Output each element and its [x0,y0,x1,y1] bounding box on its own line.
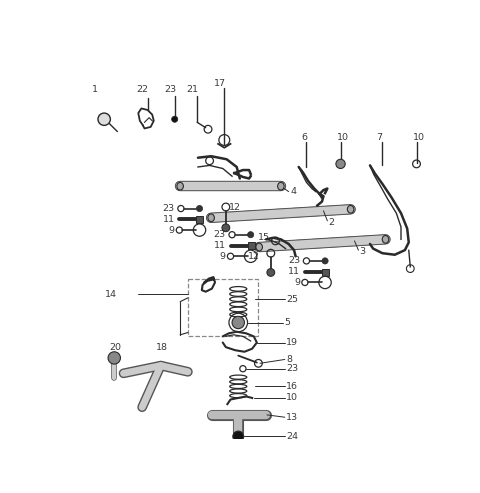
Ellipse shape [177,182,183,190]
Text: 9: 9 [220,252,226,261]
Text: 11: 11 [288,267,300,276]
Text: 7: 7 [376,133,382,142]
Bar [322,269,329,276]
Text: 6: 6 [302,133,308,142]
Text: 2: 2 [328,218,334,227]
Circle shape [196,206,203,211]
Text: 20: 20 [109,343,121,352]
Circle shape [222,224,230,232]
Text: 12: 12 [229,203,241,211]
Text: 24: 24 [286,432,298,441]
Ellipse shape [277,182,284,190]
Text: 21: 21 [187,85,199,95]
Text: 1: 1 [92,85,98,95]
Text: 11: 11 [163,215,175,224]
Text: 17: 17 [214,79,226,88]
Bar [196,216,204,223]
Text: 23: 23 [214,230,226,239]
Circle shape [232,317,244,329]
Text: 19: 19 [286,338,298,347]
Ellipse shape [382,236,389,243]
Text: 4: 4 [290,187,296,196]
Text: 13: 13 [286,413,299,422]
Text: 18: 18 [156,343,168,352]
Text: 10: 10 [413,133,425,142]
Text: 5: 5 [285,318,291,327]
Circle shape [248,232,254,238]
Text: 8: 8 [286,355,292,364]
Text: 25: 25 [286,295,298,304]
Text: 14: 14 [105,289,117,298]
Text: 9: 9 [294,278,300,287]
Ellipse shape [208,214,215,222]
Text: 16: 16 [286,382,298,391]
Text: 3: 3 [359,247,365,256]
Bar [248,243,254,249]
Circle shape [98,113,110,125]
Circle shape [172,116,178,122]
Text: 23: 23 [164,85,176,95]
Text: 22: 22 [136,85,148,95]
Circle shape [267,269,275,276]
Text: 10: 10 [286,393,298,402]
Circle shape [336,159,345,169]
Text: 15: 15 [258,233,270,242]
Text: 23: 23 [288,256,300,265]
Circle shape [233,431,244,442]
Text: 11: 11 [214,241,226,250]
Ellipse shape [348,206,354,213]
Circle shape [108,352,120,364]
Text: 12: 12 [248,252,260,261]
Text: 23: 23 [286,364,299,373]
Ellipse shape [256,243,263,251]
Text: 23: 23 [163,204,175,213]
Circle shape [322,258,328,264]
Text: 10: 10 [336,133,348,142]
Text: 9: 9 [168,226,175,235]
